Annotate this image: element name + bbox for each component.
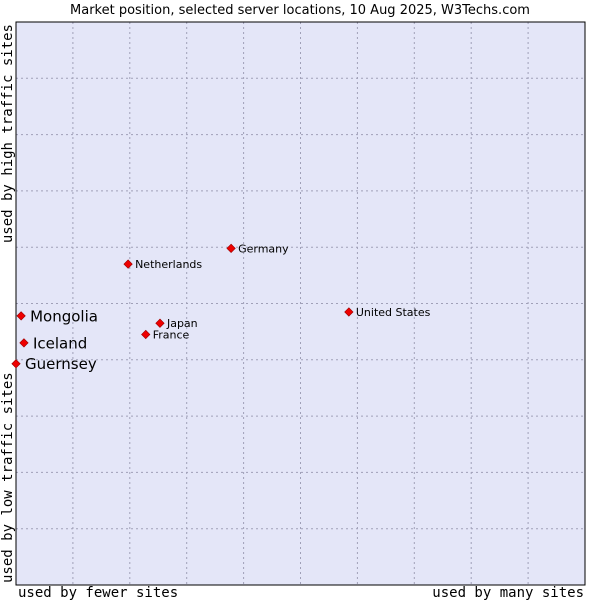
point-marker-united-states: [344, 307, 354, 317]
point-marker-france: [141, 329, 151, 340]
point-label-guernsey: Guernsey: [25, 355, 97, 373]
point-label-netherlands: Netherlands: [135, 258, 202, 271]
point-marker-guernsey: [11, 359, 21, 369]
point-iceland: Iceland: [19, 334, 87, 352]
point-label-france: France: [153, 328, 190, 341]
point-marker-netherlands: [123, 259, 133, 269]
point-france: France: [141, 328, 190, 341]
point-label-japan: Japan: [166, 317, 198, 330]
grid-lines: [16, 22, 585, 585]
point-marker-iceland: [19, 338, 29, 348]
x-axis-label-left: used by fewer sites: [18, 585, 178, 600]
chart-title: Market position, selected server locatio…: [70, 3, 530, 18]
point-marker-japan: [155, 318, 165, 328]
point-label-germany: Germany: [238, 242, 289, 255]
point-label-iceland: Iceland: [33, 334, 87, 352]
y-axis-label-top: used by high traffic sites: [0, 24, 16, 243]
point-label-mongolia: Mongolia: [30, 307, 98, 325]
point-marker-mongolia: [16, 311, 26, 321]
plot-border: [15, 21, 586, 586]
point-japan: Japan: [155, 317, 198, 330]
point-netherlands: Netherlands: [123, 258, 202, 271]
point-guernsey: Guernsey: [11, 355, 97, 373]
point-mongolia: Mongolia: [16, 307, 98, 325]
point-label-united-states: United States: [356, 306, 431, 319]
point-germany: Germany: [226, 242, 289, 255]
data-points: United States Germany Netherlands JapanFran…: [11, 242, 431, 373]
x-axis-label-right: used by many sites: [432, 585, 584, 600]
y-axis-label-bottom: used by low traffic sites: [0, 372, 16, 583]
point-marker-germany: [226, 243, 236, 253]
point-united-states: United States: [344, 306, 431, 319]
